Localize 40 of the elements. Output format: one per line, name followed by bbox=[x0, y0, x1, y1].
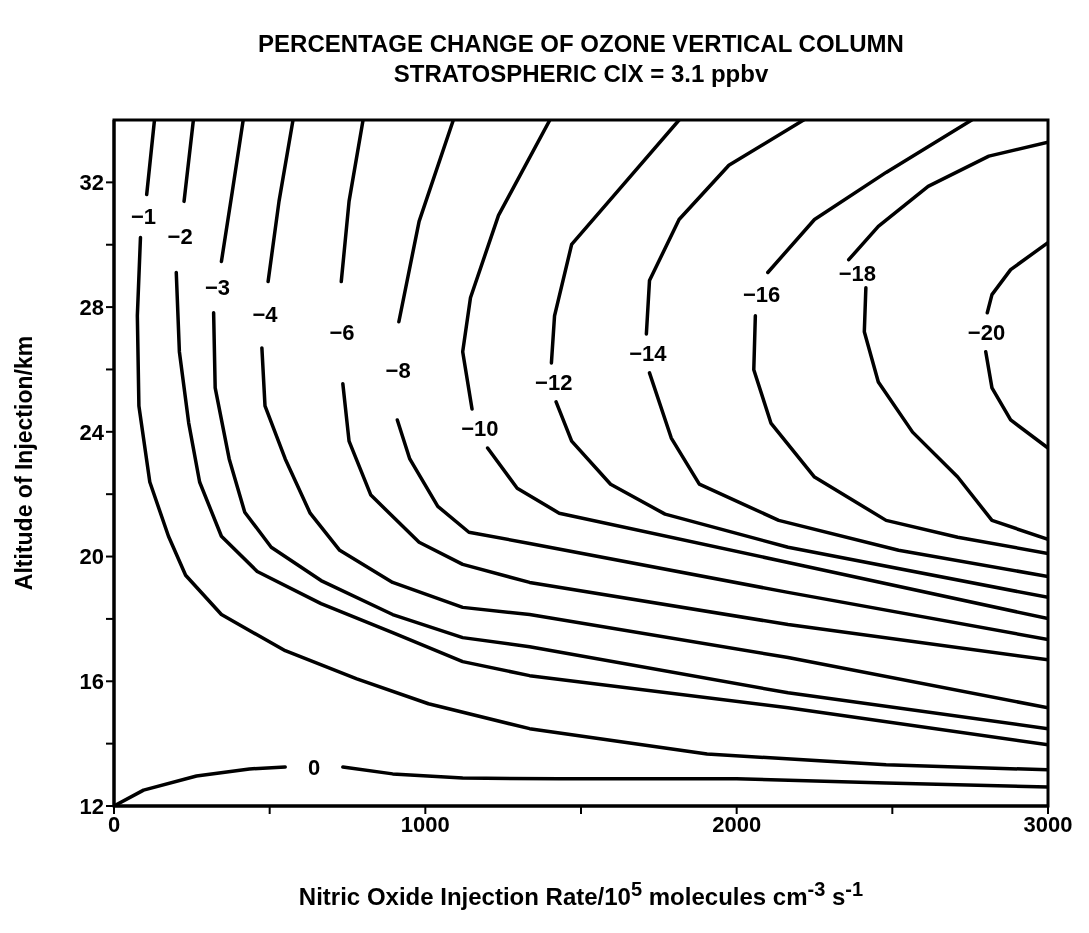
line-series bbox=[862, 286, 1048, 542]
line-series bbox=[847, 140, 1048, 262]
y-tick-label: 28 bbox=[79, 294, 104, 320]
series-label: −4 bbox=[252, 302, 279, 328]
series-label: −2 bbox=[167, 224, 193, 250]
line-series bbox=[985, 240, 1048, 315]
x-axis-title: Nitric Oxide Injection Rate/10$^{5}$ molecules cm$^{-3}$ s$^{-1}$ bbox=[297, 878, 865, 911]
chart-title: PERCENTAGE CHANGE OF OZONE VERTICAL COLUMN bbox=[257, 30, 905, 58]
line-series bbox=[644, 120, 806, 336]
y-axis-title: Altitude of Injection/km bbox=[10, 335, 38, 591]
y-tick-label: 12 bbox=[79, 793, 104, 819]
x-tick-label: 1000 bbox=[400, 811, 450, 837]
y-tick-label: 32 bbox=[79, 170, 104, 196]
series-label: −8 bbox=[385, 358, 411, 384]
y-tick-label: 20 bbox=[79, 544, 104, 570]
series-label: −10 bbox=[461, 416, 499, 442]
line-series bbox=[260, 346, 1048, 710]
series-label: 0 bbox=[307, 754, 321, 780]
line-series bbox=[485, 446, 1048, 621]
line-series bbox=[647, 371, 1048, 579]
series-label: −3 bbox=[204, 274, 231, 300]
series-label: −6 bbox=[329, 320, 355, 346]
series-label: −1 bbox=[131, 203, 157, 229]
line-series bbox=[752, 314, 1048, 556]
x-tick-label: 3000 bbox=[1023, 811, 1073, 837]
line-series bbox=[983, 349, 1048, 450]
series-label: −16 bbox=[742, 281, 781, 307]
series-label: −18 bbox=[838, 261, 876, 287]
x-tick-label: 0 bbox=[107, 811, 121, 837]
line-series bbox=[554, 400, 1048, 600]
line-series bbox=[395, 418, 1048, 642]
x-tick-label: 2000 bbox=[712, 811, 762, 837]
line-series bbox=[341, 765, 1048, 789]
series-label: −12 bbox=[535, 369, 573, 395]
line-series bbox=[549, 120, 681, 365]
y-tick-label: 24 bbox=[79, 419, 105, 445]
chart-subtitle: STRATOSPHERIC ClX = 3.1 ppbv bbox=[392, 60, 770, 88]
series-label: −14 bbox=[629, 340, 668, 366]
series-label: −20 bbox=[967, 319, 1006, 345]
y-tick-label: 16 bbox=[79, 669, 104, 695]
